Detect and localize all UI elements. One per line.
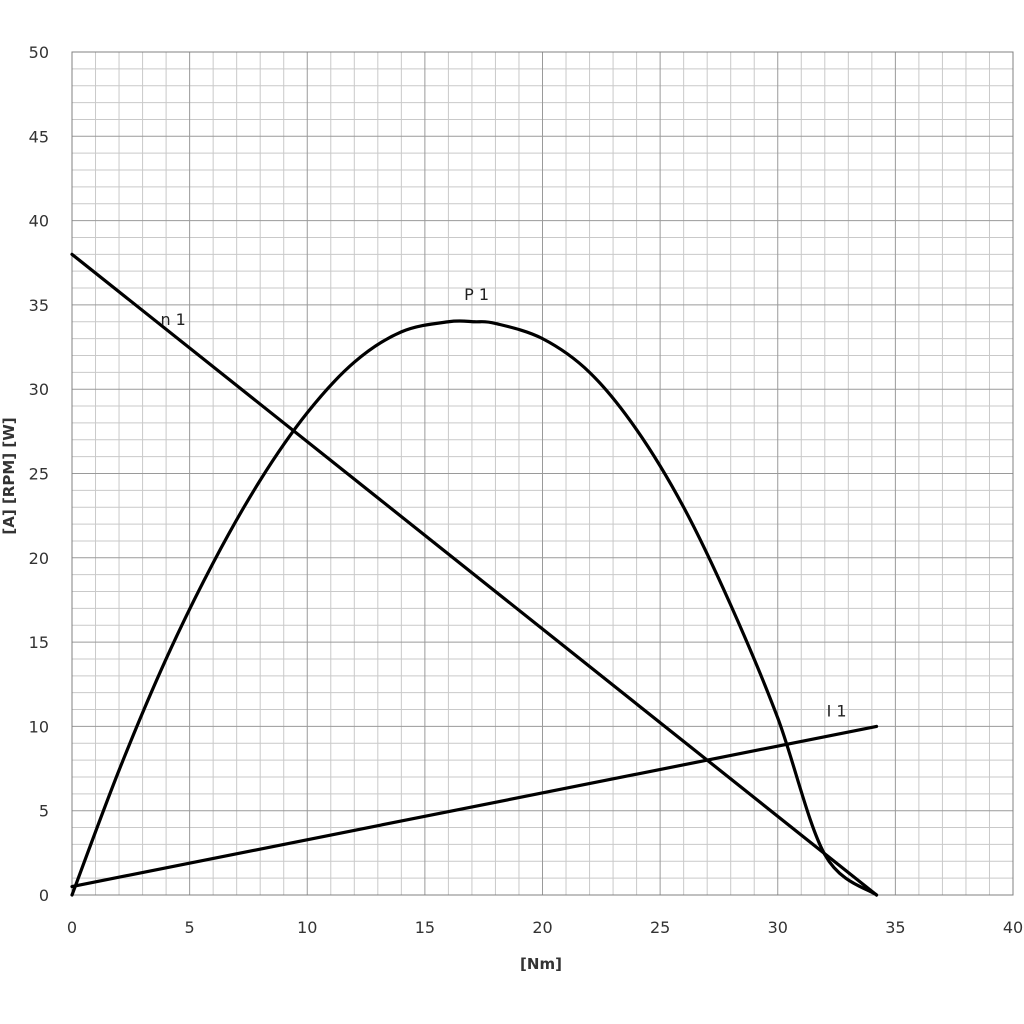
x-tick-label: 25 — [650, 918, 670, 937]
x-tick-label: 20 — [532, 918, 552, 937]
y-tick-label: 10 — [29, 717, 49, 736]
x-axis-ticks: 0 5 10 15 20 25 30 35 40 — [67, 918, 1023, 937]
y-tick-label: 50 — [29, 43, 49, 62]
series-labels: n 1 P 1 I 1 — [160, 285, 846, 720]
y-tick-label: 45 — [29, 127, 49, 146]
series-line-n1 — [70, 252, 879, 897]
x-tick-label: 0 — [67, 918, 77, 937]
y-tick-label: 40 — [29, 212, 49, 231]
x-axis-title: [Nm] — [520, 955, 562, 973]
y-tick-label: 15 — [29, 633, 49, 652]
series-lines — [70, 252, 879, 897]
y-axis-ticks: 0 5 10 15 20 25 30 35 40 45 50 — [29, 43, 49, 905]
series-line-i1 — [70, 724, 879, 889]
y-tick-label: 0 — [39, 886, 49, 905]
series-label-i1: I 1 — [827, 701, 847, 720]
series-label-p1: P 1 — [464, 285, 489, 304]
x-tick-label: 15 — [415, 918, 435, 937]
x-tick-label: 40 — [1003, 918, 1023, 937]
x-tick-label: 35 — [885, 918, 905, 937]
plot-frame — [71, 51, 1014, 896]
y-tick-label: 25 — [29, 465, 49, 484]
series-line-p1 — [70, 319, 879, 897]
x-tick-label: 10 — [297, 918, 317, 937]
y-tick-label: 20 — [29, 549, 49, 568]
y-tick-label: 5 — [39, 802, 49, 821]
x-tick-label: 5 — [185, 918, 195, 937]
x-tick-label: 30 — [768, 918, 788, 937]
y-tick-label: 35 — [29, 296, 49, 315]
y-tick-label: 30 — [29, 380, 49, 399]
series-label-n1: n 1 — [160, 310, 185, 329]
y-axis-title: [A] [RPM] [W] — [0, 417, 18, 534]
